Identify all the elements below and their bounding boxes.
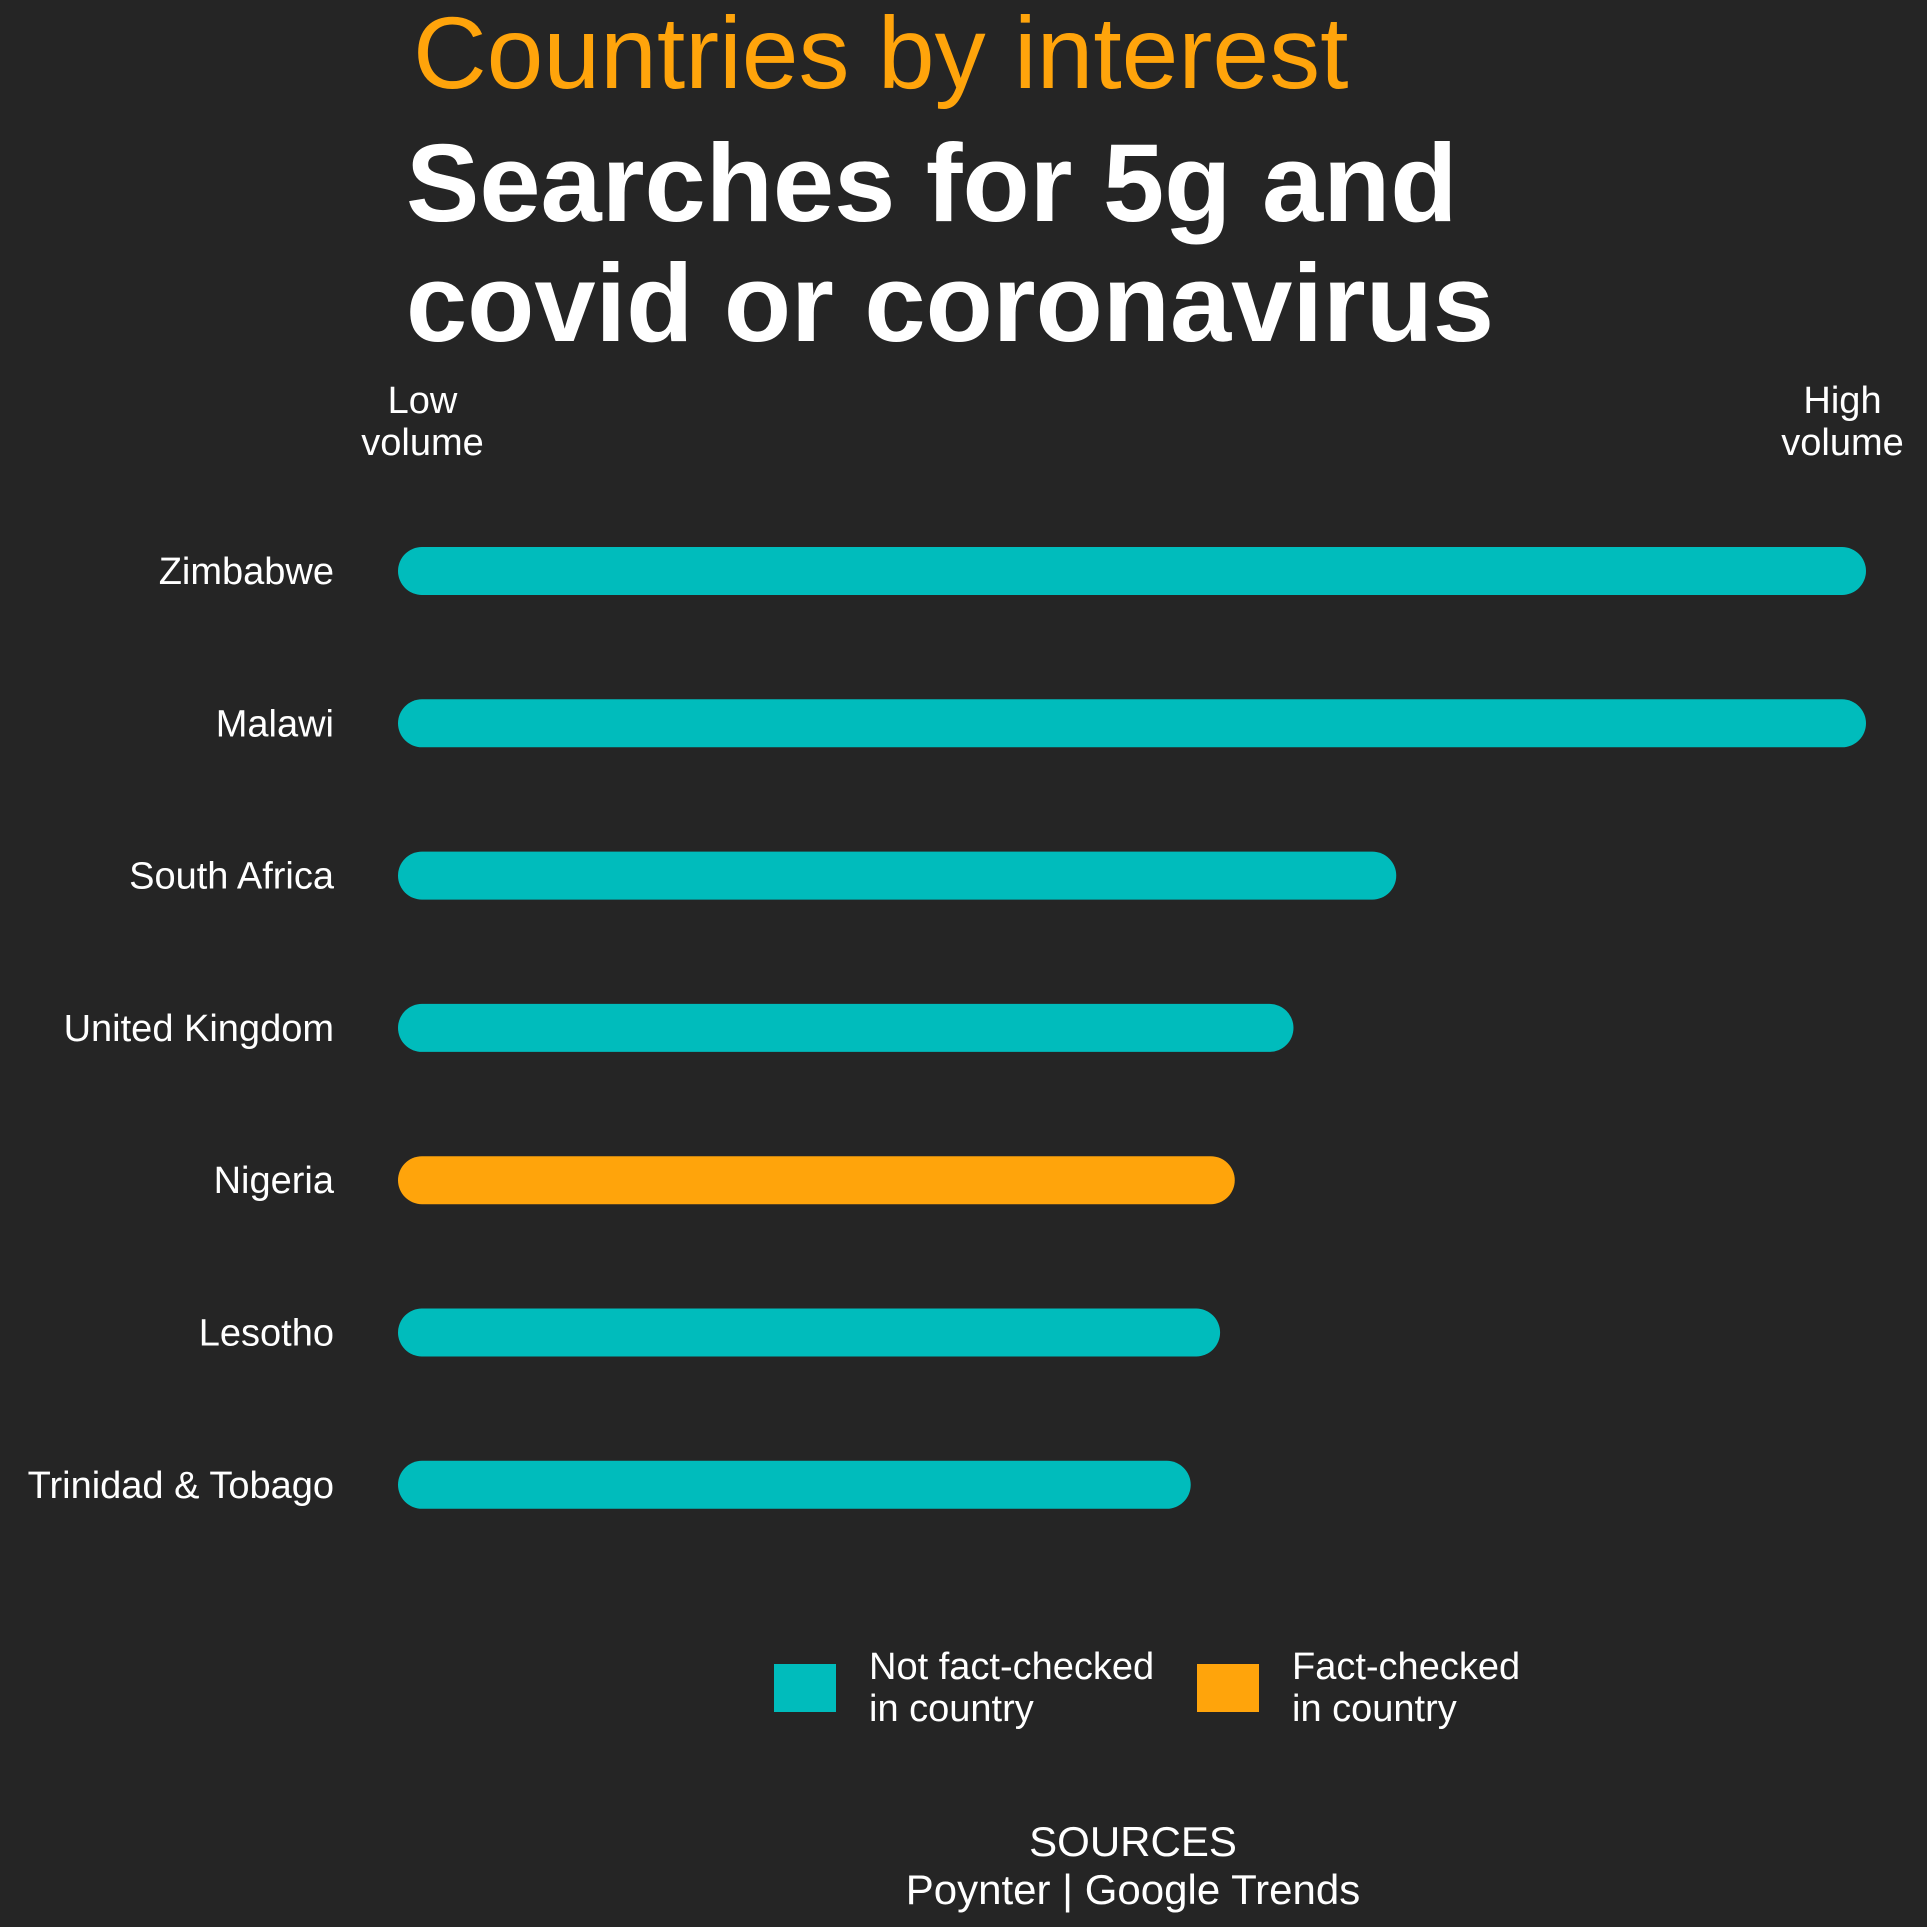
axis-high-label: High volume — [1760, 380, 1925, 464]
chart-title: Searches for 5g and covid or coronavirus — [406, 124, 1494, 364]
legend-label-not-fact-checked-line-1: Not fact-checked — [869, 1646, 1155, 1688]
bar-malawi — [398, 699, 1866, 748]
legend-label-fact-checked-line-2: in country — [1292, 1688, 1457, 1730]
legend: Not fact-checked in country Fact-checked… — [0, 1646, 1927, 1746]
bar-nigeria — [398, 1156, 1235, 1205]
axis-low-label: Low volume — [340, 380, 505, 464]
sources-text: Poynter | Google Trends — [905, 1866, 1361, 1913]
bar-south-africa — [398, 851, 1397, 900]
category-label-malawi: Malawi — [216, 703, 334, 745]
axis-high-label-line-1: High — [1803, 380, 1882, 422]
axis-high-label-line-2: volume — [1781, 422, 1904, 464]
chart-title-line-2: covid or coronavirus — [406, 242, 1495, 365]
category-label-united-kingdom: United Kingdom — [64, 1008, 334, 1050]
axis-low-label-line-2: volume — [361, 422, 484, 464]
bar-trinidad-tobago — [398, 1460, 1191, 1509]
chart-subtitle: Countries by interest — [413, 0, 1349, 110]
category-label-lesotho: Lesotho — [199, 1313, 334, 1355]
legend-swatch-fact-checked — [1197, 1664, 1259, 1712]
category-label-zimbabwe: Zimbabwe — [159, 551, 334, 593]
legend-label-not-fact-checked-line-2: in country — [869, 1688, 1034, 1730]
legend-item-not-fact-checked: Not fact-checked in country — [774, 1646, 1154, 1730]
legend-item-fact-checked: Fact-checked in country — [1197, 1646, 1520, 1730]
axis-low-label-line-1: Low — [387, 380, 458, 422]
category-label-trinidad-tobago: Trinidad & Tobago — [28, 1465, 334, 1507]
bar-chart: Zimbabwe Malawi South Africa United Kingdom… — [28, 547, 1866, 1509]
legend-swatch-not-fact-checked — [774, 1664, 836, 1712]
category-label-nigeria: Nigeria — [214, 1160, 335, 1202]
legend-label-fact-checked: Fact-checked in country — [1292, 1646, 1520, 1730]
sources-heading: SOURCES — [1029, 1818, 1237, 1865]
legend-label-not-fact-checked: Not fact-checked in country — [869, 1646, 1154, 1730]
sources: SOURCES Poynter | Google Trends — [0, 1818, 1927, 1914]
bar-united-kingdom — [398, 1003, 1294, 1052]
bar-lesotho — [398, 1308, 1221, 1357]
legend-label-fact-checked-line-1: Fact-checked — [1292, 1646, 1521, 1688]
chart-title-line-1: Searches for 5g and — [406, 122, 1458, 245]
category-label-south-africa: South Africa — [129, 856, 335, 898]
bar-zimbabwe — [398, 547, 1866, 595]
